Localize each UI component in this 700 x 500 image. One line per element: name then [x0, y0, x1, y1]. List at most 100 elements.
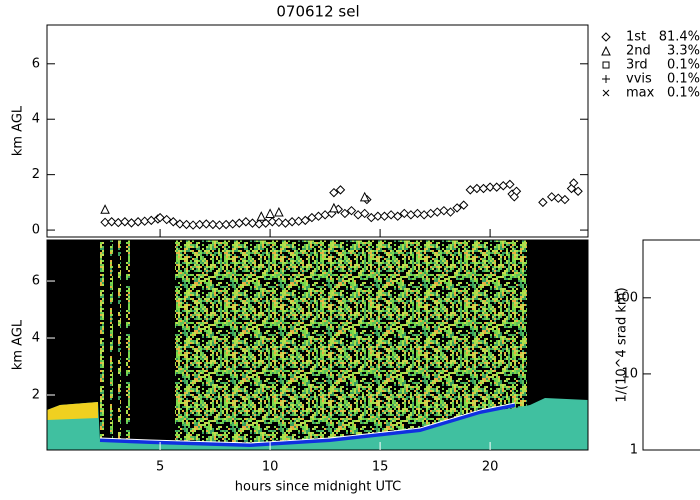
legend-share: 3.3% — [667, 44, 700, 59]
cloud-base-point — [546, 192, 557, 202]
backscatter-region — [118, 240, 121, 450]
chart-title: 070612 sel — [276, 3, 359, 21]
cloud-base-point — [346, 205, 357, 216]
cloud-base-point — [161, 214, 172, 225]
x-axis-label: hours since midnight UTC — [235, 480, 401, 495]
cloud-base-point — [560, 194, 570, 205]
top-frame — [46, 24, 589, 238]
cloud-base-point — [329, 187, 339, 198]
cloud-base-point — [538, 197, 548, 208]
cloud-base — [99, 403, 516, 448]
cloud-base-point — [472, 183, 482, 194]
cloud-base-point — [406, 210, 416, 220]
legend-symbol — [602, 75, 610, 83]
cloud-base-point — [353, 210, 363, 220]
cloud-base-point — [379, 211, 390, 221]
cloud-base-edge — [99, 402, 516, 444]
y-tick-label: 4 — [32, 331, 40, 346]
backscatter-region — [110, 240, 113, 450]
colorbar-label: 1/(10^4 srad km) — [615, 287, 630, 402]
backscatter-region — [126, 240, 130, 450]
cloud-base-point — [553, 193, 564, 203]
y-tick-label: 0 — [32, 223, 40, 238]
cloud-base-point — [568, 178, 579, 188]
cloud-base-point — [320, 210, 330, 220]
y-tick-label: 4 — [32, 112, 40, 127]
x-tick-label: 10 — [262, 460, 279, 475]
legend-label: 1st — [626, 30, 646, 45]
cloud-base-point — [359, 208, 370, 219]
y-axis-label: km AGL — [11, 105, 26, 156]
colorbar-tick-label: 1 — [630, 443, 638, 458]
cloud-base-point — [201, 219, 211, 229]
surface-layer — [47, 398, 588, 450]
cloud-base-point — [265, 208, 275, 218]
cloud-base-point — [188, 220, 198, 230]
cloud-base-point — [208, 219, 218, 230]
backscatter-region — [100, 240, 104, 450]
cloud-base-point — [386, 210, 396, 220]
cloud-base-point — [133, 217, 143, 227]
cloud-base-point — [505, 179, 515, 190]
cloud-base-point — [491, 182, 502, 192]
legend-symbol — [602, 89, 610, 97]
legend-share: 81.4% — [659, 30, 700, 45]
legend-symbol — [601, 32, 611, 42]
cloud-base-point — [274, 217, 284, 228]
cloud-base-point — [335, 185, 346, 195]
cloud-base-point — [274, 206, 284, 217]
colorbar — [642, 239, 700, 451]
cloud-base-point — [465, 185, 476, 195]
cloud-base-point — [214, 220, 225, 230]
cloud-base-point — [256, 211, 267, 221]
legend-label: 2nd — [626, 44, 651, 59]
cloud-base-point — [439, 205, 449, 216]
cloud-base-point — [359, 191, 370, 202]
bottom-frame — [46, 239, 589, 451]
cloud-base-point — [120, 217, 130, 227]
legend-label: vvis — [626, 72, 652, 87]
cloud-base-point — [106, 217, 117, 227]
cloud-base-point — [247, 218, 258, 228]
cloud-base-point — [126, 218, 137, 228]
cloud-base-point — [498, 181, 509, 191]
cloud-base-point — [313, 211, 324, 221]
cloud-base-point — [221, 219, 231, 230]
cloud-base-point — [573, 186, 583, 196]
cloud-base-point — [366, 212, 376, 223]
cloud-base-point — [287, 217, 297, 227]
legend-share: 0.1% — [667, 58, 700, 73]
cloud-base-point — [234, 218, 244, 228]
legend-symbol — [601, 45, 611, 56]
y-tick-label: 6 — [32, 274, 40, 289]
cloud-base-point — [419, 210, 429, 220]
cloud-base-point — [340, 208, 350, 219]
y-tick-label: 2 — [32, 388, 40, 403]
cloud-base-point — [175, 219, 185, 229]
surface-layer-top — [47, 402, 98, 420]
legend-label: 3rd — [626, 58, 648, 73]
cloud-base-point — [267, 217, 277, 227]
cloud-base-point — [509, 192, 520, 202]
cloud-base-point — [412, 208, 423, 219]
cloud-base-point — [452, 203, 462, 213]
cloud-base-point — [373, 211, 383, 221]
legend-share: 0.1% — [667, 72, 700, 87]
cloud-base-point — [100, 217, 110, 228]
cloud-base-point — [392, 211, 403, 221]
cloud-base-point — [146, 215, 156, 226]
cloud-base-point — [432, 207, 443, 217]
legend-label: max — [626, 86, 655, 101]
cloud-base-point — [168, 217, 178, 227]
colorbar-tick-label: 100 — [613, 290, 638, 305]
heatmap — [47, 240, 588, 450]
cloud-base-point — [399, 208, 410, 219]
cloud-base-point — [181, 219, 192, 230]
cloud-base-point — [241, 217, 251, 227]
cloud-base-point — [445, 207, 456, 217]
legend-share: 0.1% — [667, 86, 700, 101]
cloud-base-point — [425, 208, 436, 219]
legend-symbol — [602, 61, 610, 69]
cloud-base-point — [300, 215, 310, 226]
x-tick-label: 5 — [156, 460, 164, 475]
